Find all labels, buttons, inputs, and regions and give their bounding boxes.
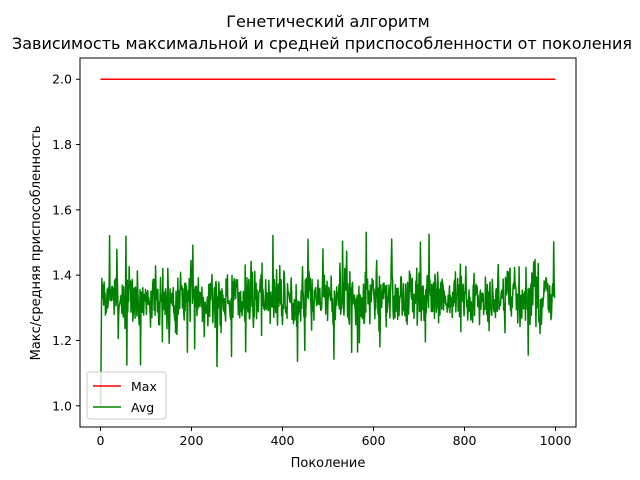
series-line-avg bbox=[99, 231, 556, 406]
plot-area bbox=[79, 57, 577, 428]
x-tick-label: 1000 bbox=[540, 433, 572, 448]
x-tick-label: 600 bbox=[362, 433, 386, 448]
x-tick-label: 800 bbox=[453, 433, 477, 448]
y-axis-label: Макс/средняя приспособленность bbox=[29, 126, 44, 361]
legend: Max Avg bbox=[86, 371, 167, 420]
y-tick-label: 1.4 bbox=[52, 268, 72, 283]
chart-title: Генетический алгоритм bbox=[226, 12, 429, 31]
chart-subtitle: Зависимость максимальной и средней присп… bbox=[12, 34, 632, 53]
legend-label-avg: Avg bbox=[131, 400, 154, 415]
x-tick-label: 400 bbox=[271, 433, 295, 448]
x-tick-label: 200 bbox=[180, 433, 204, 448]
x-axis-label: Поколение bbox=[291, 456, 366, 471]
y-tick-label: 2.0 bbox=[52, 72, 72, 87]
y-tick-label: 1.0 bbox=[52, 398, 72, 413]
y-tick-label: 1.6 bbox=[52, 202, 72, 217]
legend-label-max: Max bbox=[131, 379, 157, 394]
x-tick-label: 0 bbox=[97, 433, 105, 448]
y-tick-label: 1.8 bbox=[52, 137, 72, 152]
y-tick-label: 1.2 bbox=[52, 333, 72, 348]
